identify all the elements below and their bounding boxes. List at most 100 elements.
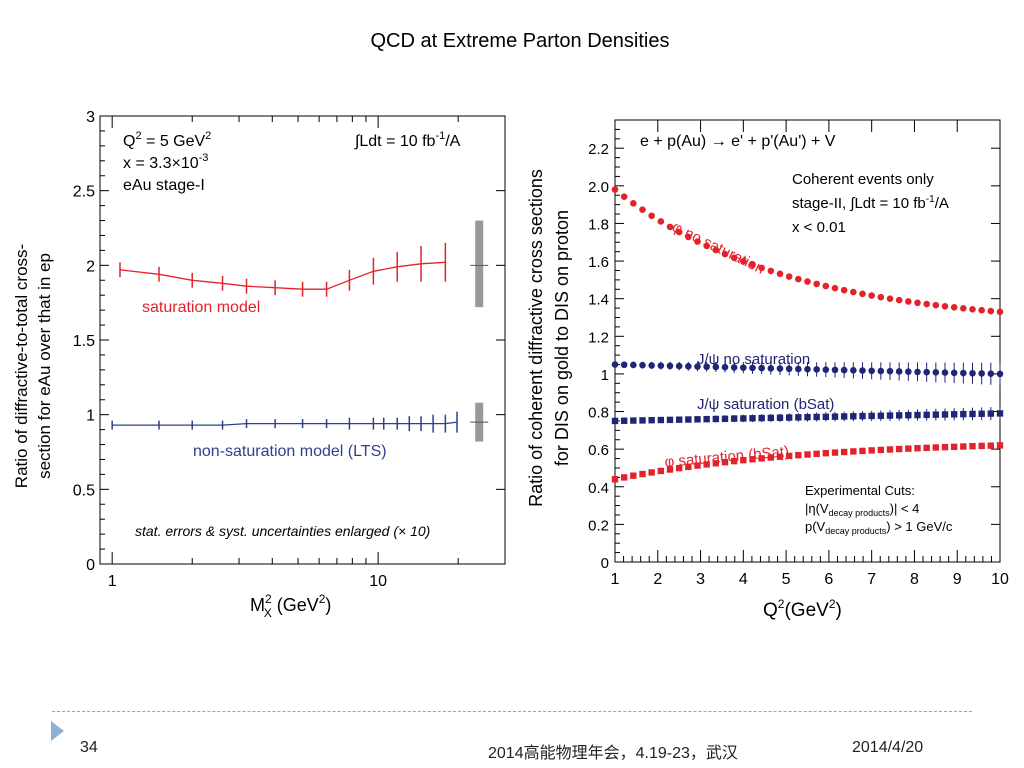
right-point [795,275,802,283]
right-point [804,451,811,458]
right-point [960,369,967,377]
right-point [749,261,756,269]
right-ytick-label: 0.6 [588,442,609,459]
right-series-2 [611,406,1004,425]
right-point [932,301,940,309]
right-point [877,412,885,419]
right-point [850,448,857,455]
right-info-line1: Coherent events only [792,171,934,188]
right-point [611,361,619,368]
right-point [620,417,628,424]
left-info-stage: eAu stage-I [123,177,205,194]
right-point [730,254,738,262]
right-xtick-label: 8 [910,571,919,588]
right-point [721,363,729,371]
right-xlabel: Q2(GeV2) [763,597,842,621]
right-info-line3: x < 0.01 [792,219,846,236]
right-point [639,206,646,214]
right-point [767,267,775,275]
right-label-phi-nosat: φ no saturation [669,218,767,277]
left-ytick-label: 0.5 [73,482,95,499]
right-point [694,238,701,245]
left-info-lumi: ∫Ldt = 10 fb-1/A [354,130,461,150]
right-label-jpsi-sat: J/ψ saturation (bSat) [697,396,834,413]
right-point [850,367,857,374]
left-ylabel-line2: section for eAu over that in ep [35,253,54,479]
right-point [721,250,729,258]
right-point [703,242,710,250]
right-xtick-label: 6 [824,571,833,588]
right-ytick-label: 1.4 [588,292,609,309]
right-ytick-label: 1.6 [588,254,609,271]
left-info-x: x = 3.3×10-3 [123,152,208,172]
right-point [941,411,949,418]
right-point [923,411,930,419]
left-syst-bands [470,220,489,442]
right-point [905,298,912,305]
right-point [895,445,903,453]
slide-title: QCD at Extreme Parton Densities [370,30,670,52]
right-ylabel-line2: for DIS on gold to DIS on proton [552,210,572,466]
right-point [932,369,940,376]
right-point [648,469,655,476]
right-point [721,458,729,466]
left-chart-panel: 0 0.5 1 1.5 2 2.5 3 1 10 Ratio of diffractive-t… [10,108,510,623]
right-point [740,415,747,422]
right-point [767,414,775,422]
right-ytick-label: 0 [601,555,609,572]
right-cut-eta: |η(Vdecay products)| < 4 [805,501,919,518]
right-point [758,364,765,372]
right-point [730,364,738,371]
right-point [859,412,866,420]
right-point [785,414,793,421]
right-point [785,273,793,280]
right-point [831,366,839,374]
right-xtick-label: 1 [611,571,620,588]
right-ytick-label: 1.2 [588,329,609,346]
right-point [960,443,967,450]
right-point [831,449,839,456]
right-point [630,361,637,369]
right-point [776,453,784,460]
right-point [840,413,848,420]
right-xtick-label: 5 [782,571,791,588]
right-point [694,462,701,469]
right-point [639,470,646,478]
right-point [804,365,811,373]
right-point [950,304,958,311]
right-point [767,454,775,461]
right-info-line2: stage-II, ∫Ldt = 10 fb-1/A [792,194,949,212]
right-point [987,307,995,315]
right-point [978,442,985,450]
right-ytick-label: 2.2 [588,141,609,158]
right-point [795,414,802,421]
right-point [941,443,949,451]
right-point [923,300,930,308]
right-point [749,364,756,372]
left-line-nonsaturation [112,421,458,426]
right-point [987,370,995,377]
right-point [987,410,995,417]
right-point [941,369,949,376]
right-point [822,449,830,457]
right-point [859,447,866,455]
right-point [730,457,738,465]
right-point [675,464,683,472]
right-point [978,410,985,417]
right-point [785,365,793,373]
right-chart: 0 0.2 0.4 0.6 0.8 1 1.2 1.4 1.6 1.8 2.0 2.2 1 2 3 4 5 6 7… [526,119,1009,621]
right-ytick-label: 1 [601,367,609,384]
right-chart-panel: 0 0.2 0.4 0.6 0.8 1 1.2 1.4 1.6 1.8 2.0 2.2 1 2 3 4 5 6 7… [525,108,1017,648]
right-series-3 [611,442,1004,483]
right-point [978,370,985,377]
right-point [996,442,1004,449]
right-point [950,411,958,418]
right-point [657,467,665,475]
right-xtick-label: 9 [953,571,962,588]
left-label-nonsaturation: non-saturation model (LTS) [193,443,387,460]
right-point [987,442,995,449]
right-series [611,186,1004,483]
left-ytick-label: 2.5 [73,184,95,201]
right-point [960,305,967,312]
right-point [666,223,674,231]
